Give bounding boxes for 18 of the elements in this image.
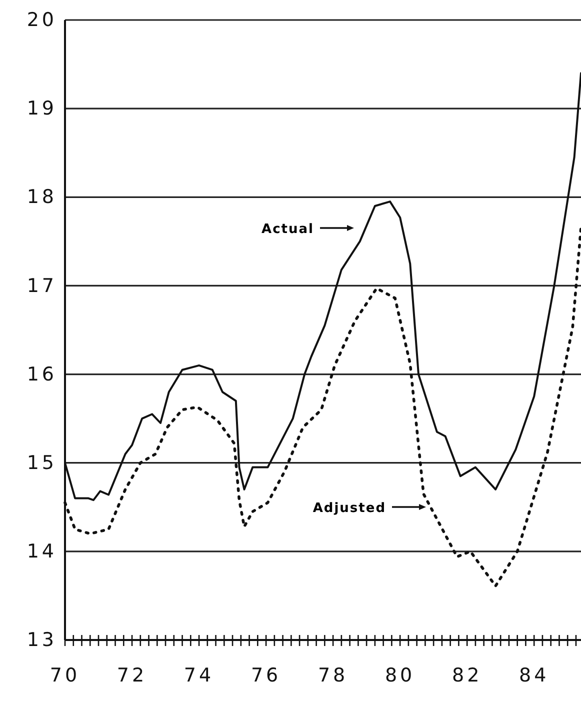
x-tick-label: 82 xyxy=(452,664,482,686)
y-tick-label: 17 xyxy=(26,274,57,297)
x-tick-label: 80 xyxy=(384,664,416,686)
y-tick-label: 16 xyxy=(26,363,57,386)
x-tick-label: 72 xyxy=(116,664,148,686)
x-tick-label: 84 xyxy=(518,664,550,686)
y-tick-label: 18 xyxy=(26,186,57,208)
x-tick-label: 76 xyxy=(250,664,282,686)
y-tick-label: 19 xyxy=(26,98,57,120)
y-tick-label: 14 xyxy=(26,540,57,563)
x-tick-label: 74 xyxy=(184,664,214,686)
x-tick-label: 70 xyxy=(50,664,80,686)
x-tick-label: 78 xyxy=(318,664,348,686)
y-tick-label: 15 xyxy=(26,452,57,474)
annotation: Actual xyxy=(262,222,314,237)
y-tick-label: 20 xyxy=(26,9,57,32)
annotation: Adjusted xyxy=(312,501,386,516)
y-tick-label: 13 xyxy=(26,629,57,652)
